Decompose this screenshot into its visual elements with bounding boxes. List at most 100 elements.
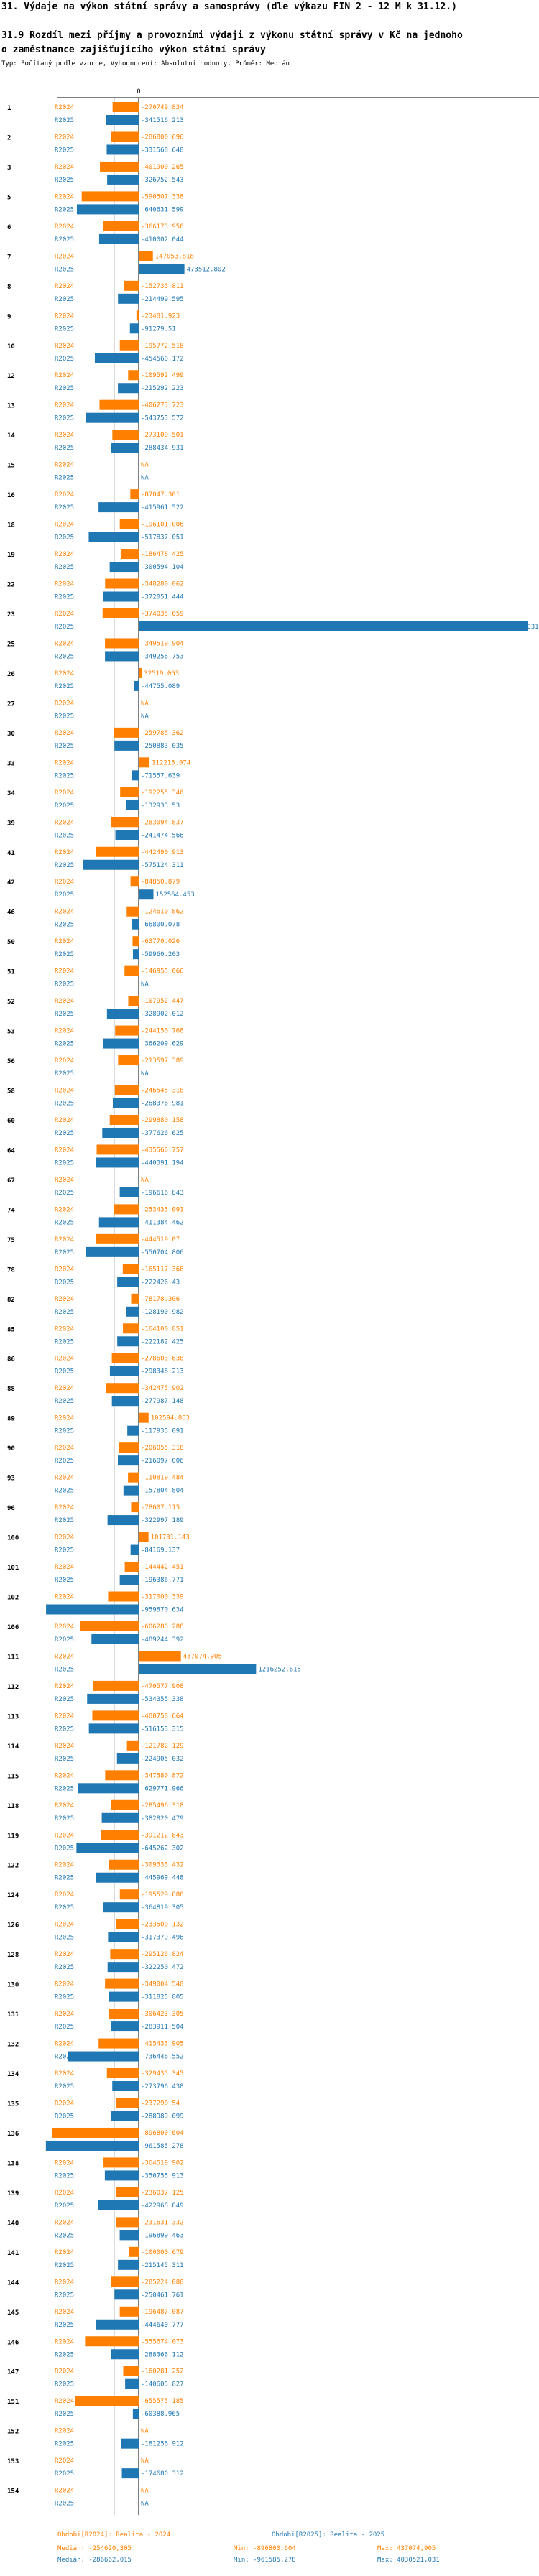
value-label-r2024: -349519.904 [141,640,184,647]
na-label-r2024: NA [141,700,149,707]
value-label-r2025: -331568.648 [141,147,184,154]
footer-min-2024: Min: -896800,604 [234,2545,296,2552]
bar-r2025 [121,2438,139,2449]
value-label-r2024: -606280.288 [141,1623,184,1631]
category-label: 138 [7,2160,19,2167]
bar-r2024 [109,1114,139,1125]
bar-r2025 [96,1157,139,1168]
category-label: 152 [7,2429,19,2436]
series-label-r2024: R2024 [55,2249,74,2256]
series-label-r2024: R2024 [55,1445,74,1452]
category-label: 136 [7,2131,19,2138]
value-label-r2025: -736446.552 [141,2054,184,2061]
bar-r2025 [86,1246,139,1257]
series-label-r2024: R2024 [55,2428,74,2435]
series-label-r2025: R2025 [55,1666,74,1673]
value-label-r2025: -382820.479 [141,1815,184,1822]
series-label-r2024: R2024 [55,1951,74,1958]
category-label: 88 [7,1386,15,1393]
category-label: 115 [7,1773,19,1780]
value-label-r2025: -174680.312 [141,2470,184,2478]
value-label-r2024: -107952.447 [141,998,184,1005]
value-label-r2024: -121782.129 [141,1743,184,1750]
category-label: 14 [7,432,15,440]
value-label-r2025: -157804.804 [141,1488,184,1495]
series-label-r2025: R2025 [55,534,74,542]
value-label-r2025: -132933.53 [141,802,180,810]
value-label-r2024: -283094.837 [141,819,184,826]
value-label-r2025: -300594.104 [141,564,184,571]
series-label-r2025: R2025 [55,1636,74,1644]
bar-r2025 [106,1009,139,1019]
category-label: 78 [7,1266,15,1274]
series-label-r2024: R2024 [55,193,74,200]
value-label-r2024: -253435.091 [141,1206,184,1213]
series-label-r2025: R2025 [55,1368,74,1376]
bar-r2024 [106,1383,139,1394]
chart-type-info: Typ: Počítaný podle vzorce, Vyhodnocení:… [1,60,290,68]
series-label-r2024: R2024 [55,730,74,737]
value-label-r2024: -63770.026 [141,938,180,945]
na-label-r2025: NA [141,981,149,988]
bar-r2024 [132,936,139,947]
value-label-r2024: -246545.318 [141,1088,184,1095]
footer-min-2025: Min: -961585,278 [234,2557,296,2564]
value-label-r2025: -140605.827 [141,2381,184,2389]
bar-r2024 [116,2217,139,2228]
bar-r2024 [129,2246,139,2257]
category-label: 141 [7,2250,19,2257]
value-label-r2025: -322997.189 [141,1517,184,1524]
legend-r2024: Obdobi[R2024]: Realita - 2024 [57,2531,171,2539]
bar-r2025 [94,353,139,363]
bar-r2024 [130,876,139,887]
value-label-r2024: -285224.088 [141,2279,184,2286]
series-label-r2025: R2025 [55,1338,74,1345]
category-label: 19 [7,552,15,559]
category-label: 126 [7,1922,19,1929]
value-label-r2024: -236037.125 [141,2190,184,2197]
bar-r2024 [102,608,139,618]
series-label-r2024: R2024 [55,2219,74,2226]
value-label-r2024: -270749.834 [141,104,184,111]
na-label-r2025: NA [141,713,149,720]
series-label-r2024: R2024 [55,2190,74,2197]
value-label-r2025: -415961.522 [141,504,184,511]
series-label-r2025: R2025 [55,1994,74,2001]
category-label: 74 [7,1207,15,1214]
series-label-r2025: R2025 [55,2113,74,2120]
footer-max-2025: Max: 4030521,031 [377,2557,440,2564]
bar-r2025 [87,1693,139,1704]
bar-r2025 [114,2289,139,2300]
value-label-r2024: -78607.115 [141,1504,180,1511]
bar-r2024 [131,1293,139,1304]
category-label: 5 [7,194,11,201]
bar-r2025 [126,1306,139,1317]
value-label-r2025: -60388.965 [141,2411,180,2418]
bar-r2025 [88,1723,139,1734]
series-label-r2025: R2025 [55,1935,74,1942]
bar-r2024 [110,1949,139,1960]
value-label-r2024: -401900.265 [141,164,184,171]
category-label: 15 [7,463,15,470]
value-label-r2024: -391212.843 [141,1832,184,1839]
value-label-r2024: -273109.501 [141,432,184,439]
bar-r2024 [114,1204,139,1215]
bar-r2025 [83,859,139,870]
value-label-r2025: -410002.044 [141,236,184,244]
value-label-r2025: -66800.078 [141,922,180,929]
category-label: 144 [7,2279,19,2287]
series-label-r2024: R2024 [55,1832,74,1839]
value-label-r2024: -237290.54 [141,2100,180,2107]
value-label-r2024: 112215.974 [152,759,190,766]
value-label-r2024: -124610.862 [141,909,184,916]
bar-r2025 [111,1396,139,1407]
na-label-r2024: NA [141,2457,149,2465]
category-label: 86 [7,1356,15,1363]
footer-median-2024: Medián: -254620,305 [57,2545,132,2552]
value-label-r2024: -442490.913 [141,849,184,856]
bar-r2025 [76,204,139,215]
series-label-r2025: R2025 [55,713,74,720]
series-label-r2024: R2024 [55,670,74,677]
series-label-r2024: R2024 [55,2488,74,2495]
series-label-r2025: R2025 [55,1725,74,1733]
